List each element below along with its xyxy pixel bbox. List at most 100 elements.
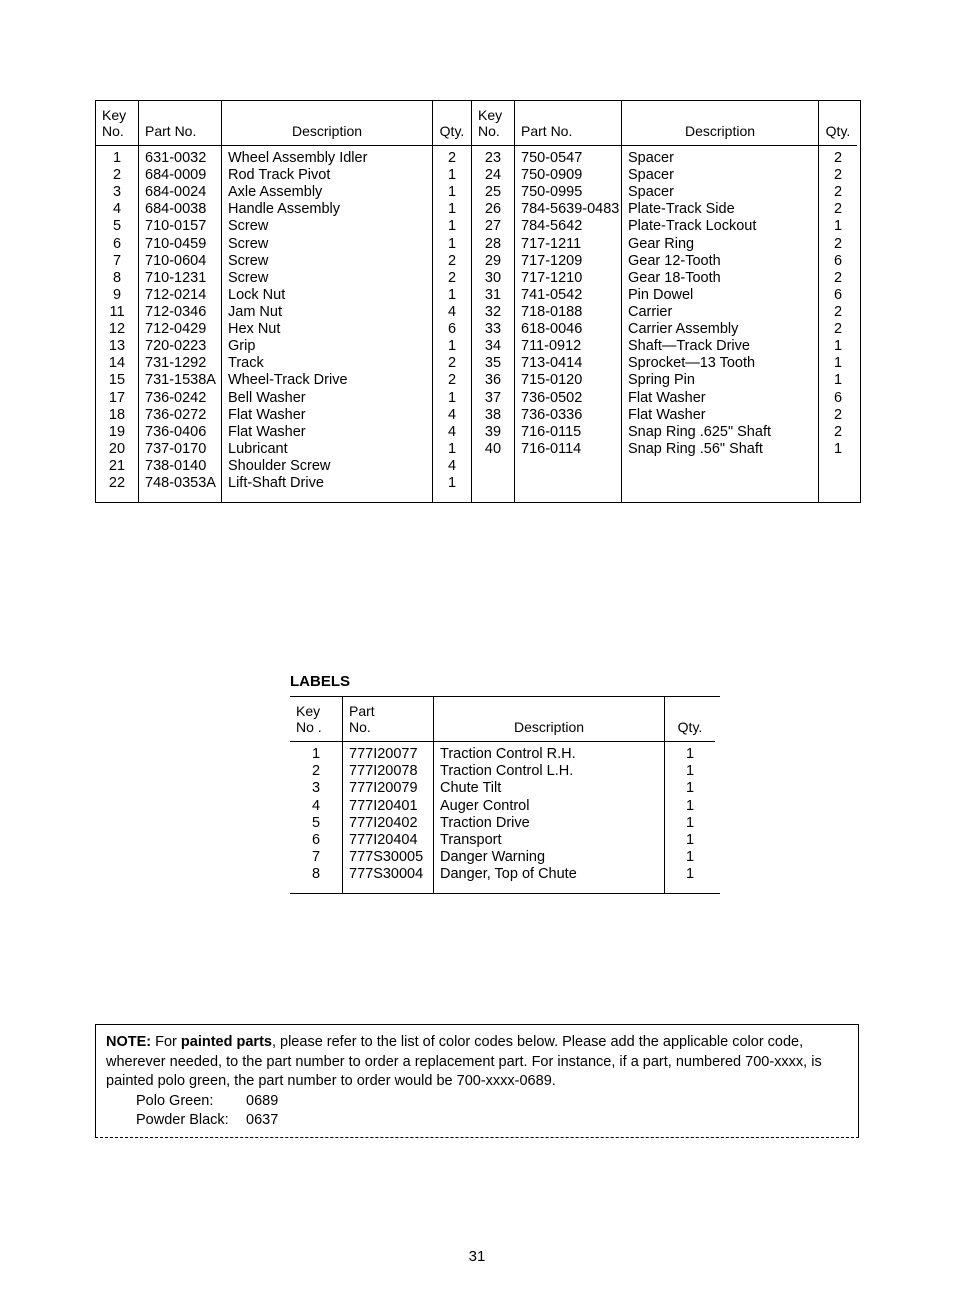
cell: 631-0032 [145, 150, 215, 167]
cell: 713-0414 [521, 355, 615, 372]
cell: 712-0346 [145, 304, 215, 321]
col-header-qty: Qty. [665, 697, 715, 742]
cell: 736-0272 [145, 407, 215, 424]
cell: 2 [439, 150, 465, 167]
cell: 36 [478, 372, 508, 389]
cell: 8 [296, 866, 336, 883]
cell: 1 [671, 746, 709, 763]
note-text: NOTE: For painted parts, please refer to… [106, 1033, 848, 1092]
cell: 7 [296, 849, 336, 866]
labels-table: KeyNo .12345678PartNo.777I20077777I20078… [290, 696, 720, 894]
cell: 32 [478, 304, 508, 321]
cell: 741-0542 [521, 287, 615, 304]
page-number: 31 [95, 1248, 859, 1265]
labels-col-part: PartNo.777I20077777I20078777I20079777I20… [343, 697, 434, 893]
cell: 2 [825, 304, 851, 321]
cell: 13 [102, 338, 132, 355]
labels-heading: LABELS [290, 673, 859, 690]
cell: 750-0547 [521, 150, 615, 167]
cell: 710-0604 [145, 253, 215, 270]
cell: Flat Washer [628, 407, 812, 424]
cell: 777S30005 [349, 849, 427, 866]
cell: 1 [671, 798, 709, 815]
cell: 1 [439, 390, 465, 407]
cell: Lock Nut [228, 287, 426, 304]
cell: Chute Tilt [440, 780, 658, 797]
cell: 23 [478, 150, 508, 167]
cell: 2 [439, 270, 465, 287]
cell: 736-0336 [521, 407, 615, 424]
cell: 1 [439, 218, 465, 235]
cell: Grip [228, 338, 426, 355]
cell: 716-0115 [521, 424, 615, 441]
cell: 3 [102, 184, 132, 201]
parts-col-desc: DescriptionSpacerSpacerSpacerPlate-Track… [622, 101, 819, 502]
cell: Danger Warning [440, 849, 658, 866]
cell: 9 [102, 287, 132, 304]
cell: Screw [228, 253, 426, 270]
cell: 2 [439, 355, 465, 372]
col-header-key: KeyNo. [472, 101, 514, 146]
cell: 1 [439, 184, 465, 201]
cell: 1 [671, 849, 709, 866]
cell: 4 [439, 407, 465, 424]
cell: 6 [439, 321, 465, 338]
cell: Plate-Track Lockout [628, 218, 812, 235]
cell: 40 [478, 441, 508, 458]
cell: 2 [825, 150, 851, 167]
cell: 24 [478, 167, 508, 184]
cell: 1 [439, 338, 465, 355]
cell: 2 [825, 407, 851, 424]
cell: 710-0157 [145, 218, 215, 235]
cell: 718-0188 [521, 304, 615, 321]
cell: 618-0046 [521, 321, 615, 338]
cell: Track [228, 355, 426, 372]
cell: 784-5639-0483 [521, 201, 615, 218]
cell: 1 [439, 236, 465, 253]
cell: 2 [825, 167, 851, 184]
cell: Rod Track Pivot [228, 167, 426, 184]
cell: 1 [825, 355, 851, 372]
col-header-desc: Description [222, 101, 432, 146]
cell: 1 [439, 441, 465, 458]
cell: 6 [825, 390, 851, 407]
parts-col-qty: Qty.21111122146122144141 [433, 101, 472, 502]
cell: Plate-Track Side [628, 201, 812, 218]
cell: 1 [671, 832, 709, 849]
cell: Traction Control R.H. [440, 746, 658, 763]
cell: 4 [102, 201, 132, 218]
cell: 2 [439, 372, 465, 389]
cell: Transport [440, 832, 658, 849]
cell: 4 [439, 304, 465, 321]
cell: Flat Washer [628, 390, 812, 407]
cell: 777I20079 [349, 780, 427, 797]
cell: 31 [478, 287, 508, 304]
cell: 731-1292 [145, 355, 215, 372]
cell: 25 [478, 184, 508, 201]
cell: 684-0024 [145, 184, 215, 201]
cell: 2 [102, 167, 132, 184]
cell: 777S30004 [349, 866, 427, 883]
col-header-key: KeyNo . [290, 697, 342, 742]
cell: 2 [825, 184, 851, 201]
cell: 3 [296, 780, 336, 797]
parts-col-key: KeyNo.2324252627282930313233343536373839… [472, 101, 515, 502]
parts-col-key: KeyNo.1234567891112131415171819202122 [96, 101, 139, 502]
cell: Traction Control L.H. [440, 763, 658, 780]
cell: 784-5642 [521, 218, 615, 235]
cell: 2 [825, 270, 851, 287]
cell: Flat Washer [228, 424, 426, 441]
cell: 2 [825, 321, 851, 338]
cell: 33 [478, 321, 508, 338]
parts-col-part: Part No.750-0547750-0909750-0995784-5639… [515, 101, 622, 502]
cell: 15 [102, 372, 132, 389]
cell: Gear 12-Tooth [628, 253, 812, 270]
cell: 4 [439, 458, 465, 475]
cell: 12 [102, 321, 132, 338]
cell: 1 [439, 167, 465, 184]
cell: 748-0353A [145, 475, 215, 492]
cell: Hex Nut [228, 321, 426, 338]
labels-col-desc: DescriptionTraction Control R.H.Traction… [434, 697, 665, 893]
cell: 22 [102, 475, 132, 492]
color-codes: Polo Green:0689Powder Black:0637 [106, 1092, 848, 1131]
